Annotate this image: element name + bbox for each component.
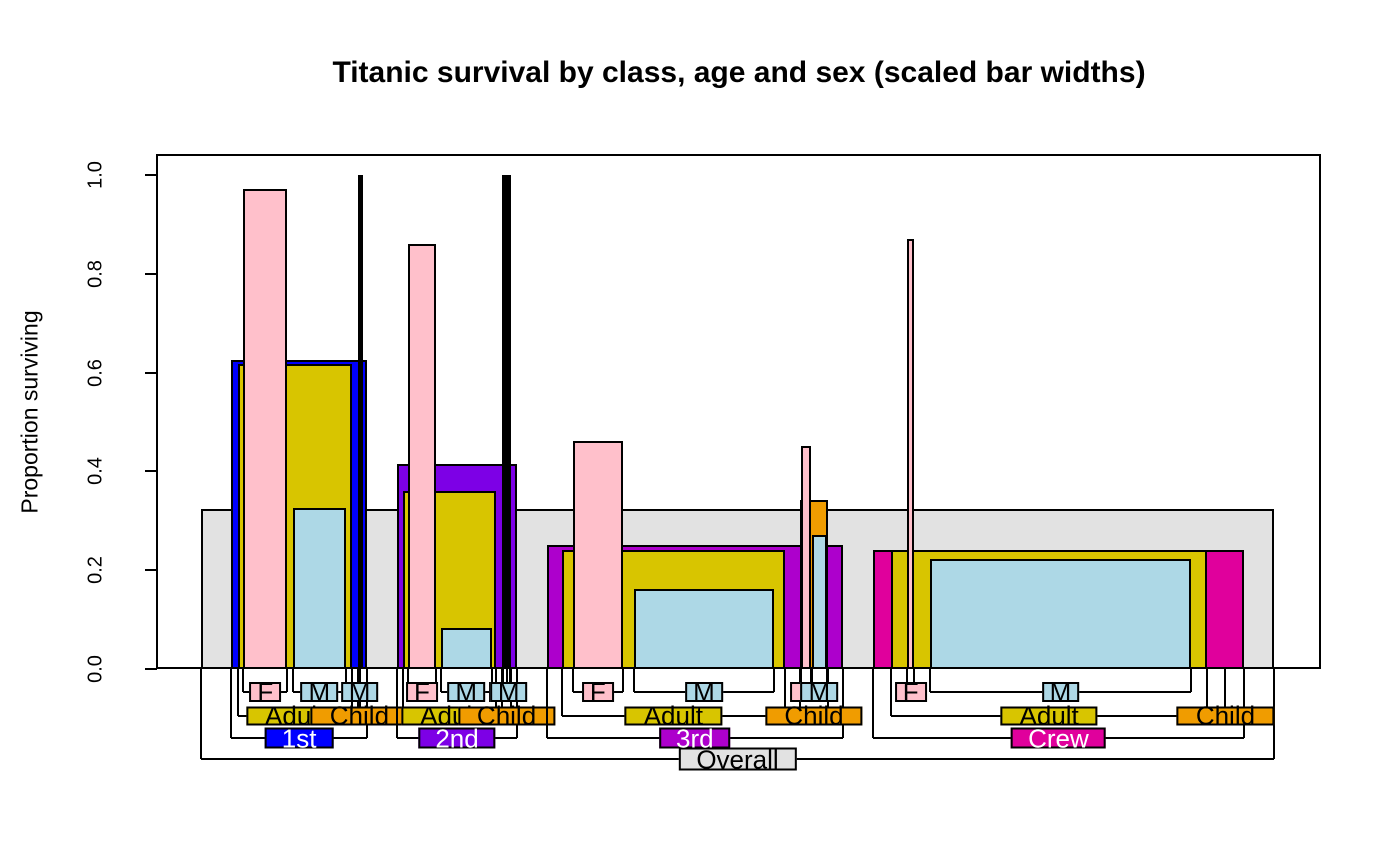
y-tick-mark [145,569,157,572]
y-tick-label: 1.0 [84,161,107,189]
bracket-line [286,669,289,692]
bracket-line [632,669,635,692]
bracket-line [890,669,893,716]
bracket-line [236,669,239,716]
y-tick-label: 0.0 [84,655,107,683]
label-m: M [800,679,839,705]
bracket-line [344,669,347,692]
bracket-line [291,669,294,692]
y-tick-label: 0.6 [84,358,107,387]
label-f: F [581,679,614,705]
bracket-line [928,669,931,692]
label-child: Child [765,703,863,729]
y-tick-mark [145,668,157,670]
bracket-line [357,669,360,692]
label-adult: Adult [1000,703,1098,729]
bracket-line [406,669,409,692]
bracket-line [825,669,828,692]
bracket-line [800,669,803,692]
bracket-line [811,669,814,692]
bracket-line [809,669,812,692]
bracket-line [242,669,245,692]
label-m: M [340,679,379,705]
bar-m [358,175,363,669]
bar-m [812,535,827,669]
label-f: F [249,679,282,705]
label-m: M [1041,679,1080,705]
bracket-line [906,669,909,692]
bracket-line [366,669,369,738]
bracket-line [359,669,362,692]
y-tick-label: 0.4 [84,457,107,486]
chart-title: Titanic survival by class, age and sex (… [332,56,1146,89]
bar-f [502,175,507,669]
bracket-line [439,669,442,692]
bracket-line [1190,669,1193,692]
label-m: M [685,679,723,705]
label-child: Child [457,703,556,729]
bar-m [440,627,492,669]
bar-f [801,445,811,669]
label-3rd: 3rd [659,725,731,751]
y-tick-mark [145,470,157,473]
bracket-line [506,669,509,692]
label-f: F [894,679,927,705]
bracket-line [913,669,916,692]
bracket-line [784,669,787,716]
label-2nd: 2nd [418,725,496,751]
label-f: F [406,679,438,705]
y-axis-label: Proportion surviving [16,310,43,514]
bracket-line [515,669,518,738]
bracket-line [571,669,574,692]
bar-m [929,558,1192,669]
label-child: Child [310,703,409,729]
bracket-line [1243,669,1245,738]
bar-f [572,441,623,669]
bracket-line [435,669,438,692]
bracket-line [1224,669,1227,716]
bar-f [407,244,437,669]
bar-f [243,188,288,669]
y-tick-label: 0.2 [84,556,107,585]
bracket-line [772,669,775,692]
bracket-line [490,669,493,692]
bracket-line [841,669,844,738]
bar-m [633,588,774,669]
bracket-line [501,669,504,692]
label-m: M [447,679,486,705]
bar-m [292,507,346,669]
bracket-line [560,669,563,716]
y-tick-label: 0.8 [84,259,107,288]
bracket-line [1205,669,1208,716]
bracket-line [230,669,232,738]
bracket-line [871,669,874,738]
label-adult: Adult [624,703,722,729]
bar-m [507,175,512,669]
label-crew: Crew [1011,725,1106,751]
label-1st: 1st [264,725,334,751]
bracket-line [200,669,202,759]
label-m: M [300,679,339,705]
y-tick-mark [145,272,157,275]
bracket-line [396,669,399,738]
y-tick-mark [145,174,157,176]
y-tick-mark [145,371,157,374]
label-m: M [489,679,528,705]
label-overall: Overall [678,746,797,772]
bracket-line [402,669,405,716]
bracket-line [545,669,548,738]
bracket-line [621,669,624,692]
label-child: Child [1176,703,1275,729]
bracket-line [509,669,512,692]
bar-f [907,239,915,669]
